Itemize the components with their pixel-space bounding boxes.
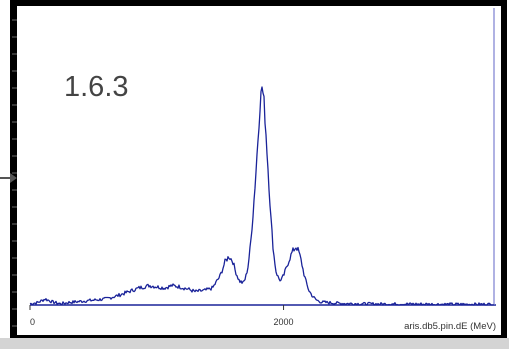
x-tick-label: 2000: [274, 317, 294, 327]
x-tick-label: 0: [30, 317, 35, 327]
bottom-strip: [0, 338, 509, 349]
x-axis-label: aris.db5.pin.dE (MeV): [404, 321, 496, 332]
panel-label: 1.6.3: [64, 71, 129, 103]
histogram-trace: [29, 86, 495, 306]
arrow-icon: [0, 173, 17, 183]
plot-area: [17, 6, 501, 335]
left-edge-ticks: [12, 19, 17, 327]
x-tick-labels: 0 2000: [29, 305, 294, 327]
